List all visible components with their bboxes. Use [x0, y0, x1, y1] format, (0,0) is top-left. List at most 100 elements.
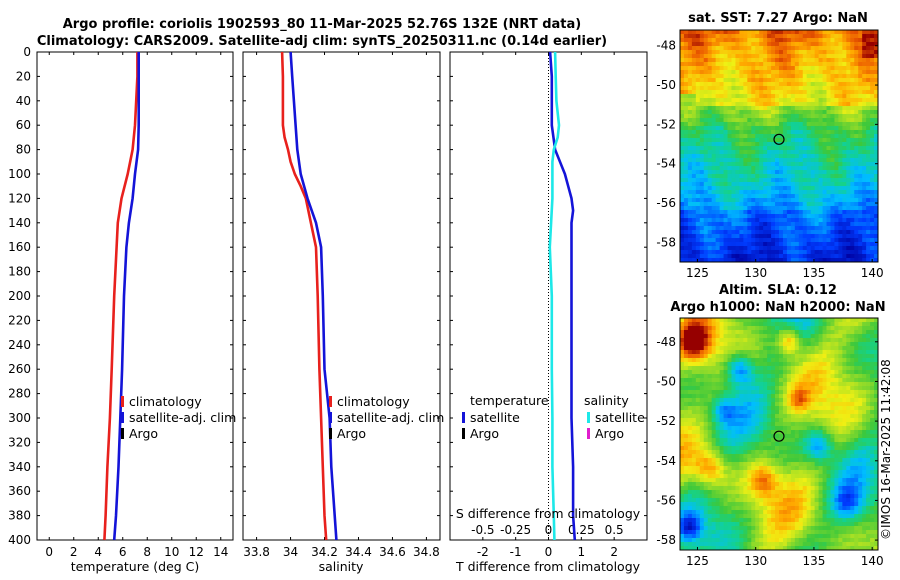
legend-swatch-climatology: [329, 396, 332, 407]
sla-map-cell: [794, 454, 800, 459]
sst-map-cell: [751, 62, 756, 67]
sst-map-cell: [771, 54, 776, 59]
sst-map-cell: [735, 54, 740, 59]
sla-map-cell: [771, 422, 776, 427]
sla-map-cell: [735, 382, 740, 387]
sst-map-cell: [854, 210, 859, 215]
sla-map-cell: [854, 338, 859, 343]
sst-map-cell: [802, 178, 808, 183]
sst-map-cell: [842, 166, 847, 171]
sst-map-cell: [771, 174, 776, 179]
sst-map-cell: [830, 58, 835, 63]
sst-map-cell: [870, 158, 875, 163]
sla-map-cell: [771, 382, 776, 387]
sst-map-cell: [779, 162, 784, 167]
sst-map-cell: [751, 98, 756, 103]
sla-map-cell: [719, 342, 724, 347]
sst-map-cell: [838, 154, 843, 159]
sst-map-cell: [782, 198, 788, 203]
sla-map-cell: [779, 338, 784, 343]
sst-map-cell: [767, 254, 772, 259]
sst-map-cell: [711, 230, 717, 235]
sst-map-cell: [680, 254, 685, 259]
sst-map-cell: [830, 258, 835, 262]
sla-map-cell: [715, 462, 720, 467]
sst-map-cell: [767, 138, 772, 143]
sla-map-cell: [755, 386, 760, 391]
sst-map-cell: [790, 74, 796, 79]
sla-map-cell: [830, 382, 835, 387]
sla-map-cell: [830, 342, 835, 347]
sst-map-cell: [846, 166, 851, 171]
sst-map-cell: [798, 146, 804, 151]
sst-map-cell: [779, 98, 784, 103]
sst-map-cell: [691, 110, 697, 115]
sst-map-cell: [703, 202, 709, 207]
sla-map-cell: [683, 458, 689, 463]
sst-map-cell: [731, 134, 736, 139]
sst-map-cell: [711, 122, 717, 127]
sla-map-cell: [723, 390, 728, 395]
sla-map-cell: [707, 402, 713, 407]
sla-map-cell: [794, 410, 800, 415]
sla-map-cell: [743, 410, 748, 415]
sst-map-cell: [858, 174, 863, 179]
sla-map-cell: [755, 350, 760, 355]
sst-map-cell: [755, 102, 760, 107]
sst-map-cell: [715, 82, 720, 87]
sst-map-cell: [779, 258, 784, 262]
sla-map-cell: [842, 326, 847, 331]
sla-map-cell: [794, 442, 800, 447]
sla-map-cell: [802, 414, 808, 419]
sla-map-cell: [739, 418, 744, 423]
sla-map-cell: [747, 446, 752, 451]
sst-map-cell: [866, 82, 871, 87]
sla-map-cell: [747, 334, 752, 339]
sst-map-cell: [842, 70, 847, 75]
sst-map-cell: [806, 30, 812, 35]
sst-map-cell: [782, 218, 788, 223]
sla-map-cell: [695, 374, 701, 379]
sst-map-cell: [735, 130, 740, 135]
sst-map-cell: [802, 246, 808, 251]
sst-map-cell: [862, 238, 867, 243]
sst-map-cell: [826, 166, 831, 171]
sst-map-cell: [687, 70, 693, 75]
sla-map-cell: [727, 394, 732, 399]
sla-map-cell: [767, 322, 772, 327]
sla-map-cell: [858, 318, 863, 323]
sst-map-cell: [814, 154, 819, 159]
sst-map-cell: [854, 82, 859, 87]
sst-map-cell: [806, 170, 812, 175]
sst-map-cell: [826, 258, 831, 262]
sla-map-cell: [794, 350, 800, 355]
sst-map-cell: [723, 126, 728, 131]
sst-map-cell: [806, 250, 812, 255]
sst-map-cell: [862, 158, 867, 163]
sla-map-cell: [707, 346, 713, 351]
sst-map-cell: [826, 50, 831, 55]
sst-map-cell: [680, 58, 685, 63]
sst-map-cell: [794, 134, 800, 139]
sst-map-cell: [775, 178, 780, 183]
sst-map-cell: [719, 38, 724, 43]
sla-map-cell: [775, 378, 780, 383]
sst-map-cell: [798, 54, 804, 59]
sla-map-cell: [755, 426, 760, 431]
sst-map-cell: [826, 78, 831, 83]
sst-map-cell: [759, 30, 764, 35]
sla-map-cell: [794, 426, 800, 431]
sst-map-cell: [763, 222, 768, 227]
sla-map-cell: [683, 354, 689, 359]
sst-map-cell: [842, 134, 847, 139]
sst-map-cell: [818, 74, 823, 79]
sst-map-cell: [755, 198, 760, 203]
sla-map-cell: [699, 330, 705, 335]
sla-map-cell: [707, 338, 713, 343]
sla-map-cell: [874, 322, 878, 327]
sst-map-cell: [763, 126, 768, 131]
sla-map-cell: [683, 418, 689, 423]
sst-map-cell: [731, 94, 736, 99]
sla-map-cell: [767, 422, 772, 427]
sst-map-cell: [870, 94, 875, 99]
